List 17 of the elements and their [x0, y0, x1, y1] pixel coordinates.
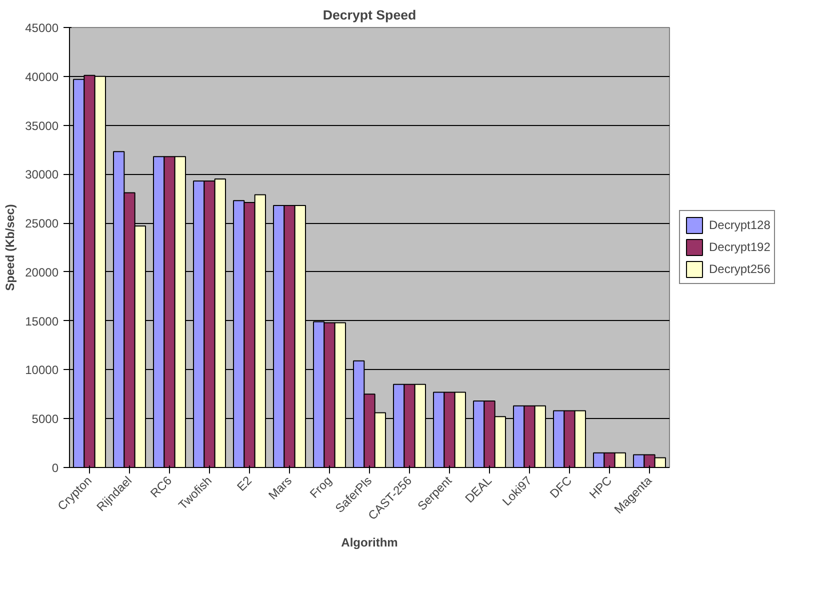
y-axis-title: Speed (Kb/sec) — [3, 204, 18, 291]
x-axis-title: Algorithm — [341, 536, 398, 550]
chart-title: Decrypt Speed — [322, 8, 416, 22]
y-tick-label: 30000 — [25, 168, 59, 182]
y-tick-label: 45000 — [25, 21, 59, 35]
y-tick-label: 5000 — [32, 412, 59, 426]
y-tick-label: 40000 — [25, 70, 59, 84]
y-tick-label: 0 — [52, 461, 59, 475]
legend-label: Decrypt128 — [709, 218, 770, 232]
y-tick-label: 15000 — [25, 314, 59, 328]
y-tick-label: 25000 — [25, 216, 59, 231]
y-tick-label: 10000 — [25, 363, 59, 378]
y-tick-label: 20000 — [25, 265, 59, 280]
x-tick-label: E2 — [234, 473, 255, 494]
y-tick-label: 35000 — [25, 118, 59, 133]
legend-label: Decrypt256 — [709, 262, 770, 276]
legend-label: Decrypt192 — [709, 240, 770, 254]
